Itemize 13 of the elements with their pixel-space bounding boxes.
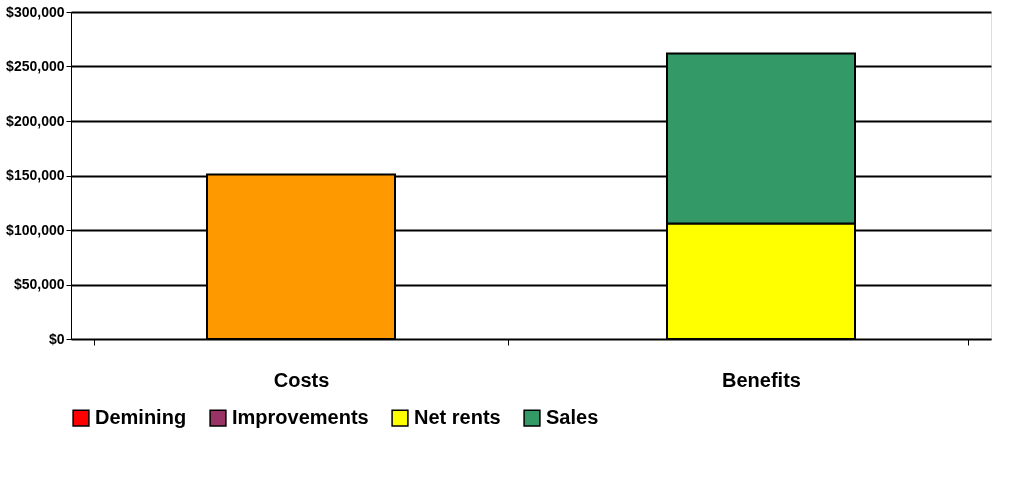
y-tick-label: $250,000 [6, 58, 65, 74]
legend-label: Improvements [232, 406, 369, 429]
y-tick-label: $300,000 [6, 3, 65, 20]
y-tick-label: $50,000 [13, 276, 65, 292]
legend-label: Demining [95, 406, 187, 429]
legend-label: Net rents [414, 406, 501, 429]
y-tick-label: $150,000 [6, 167, 65, 183]
x-tick-label: Costs [273, 368, 330, 391]
x-tick-label: Benefits [722, 368, 801, 391]
legend-label: Sales [546, 406, 599, 429]
y-tick-label: $100,000 [6, 221, 65, 238]
y-tick-label: $0 [48, 330, 65, 347]
y-tick-label: $200,000 [6, 112, 65, 129]
